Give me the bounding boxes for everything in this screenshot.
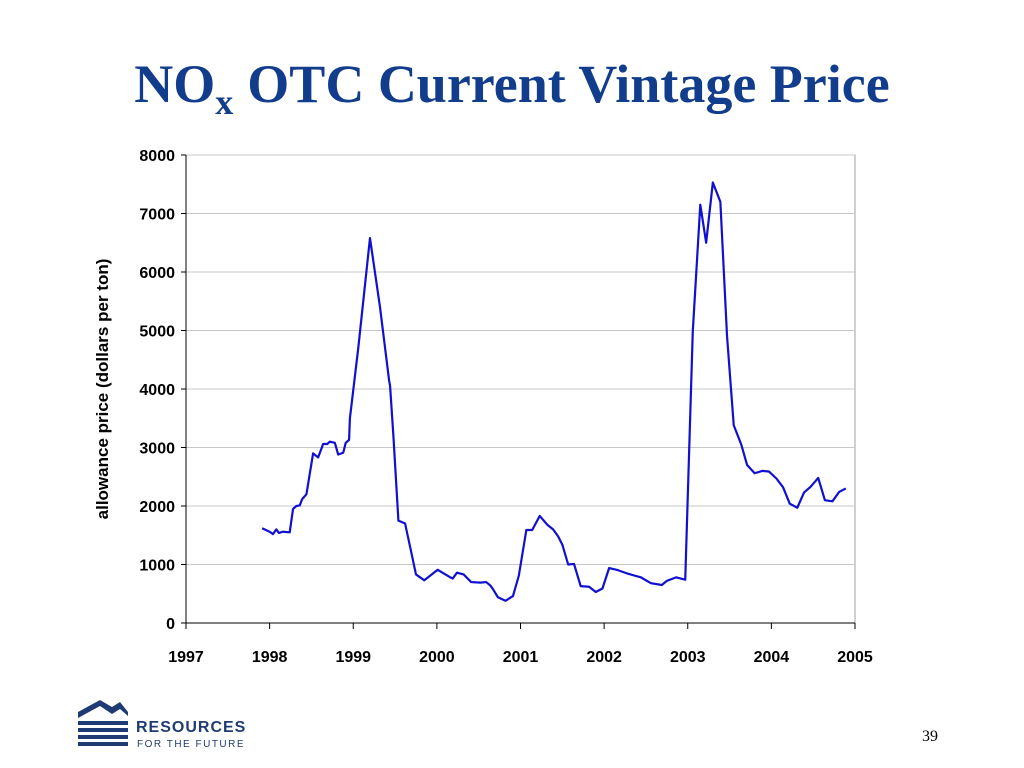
x-tick-label: 2003	[670, 649, 706, 666]
x-tick-label: 2000	[419, 649, 455, 666]
logo-text: RESOURCES	[136, 719, 246, 736]
plot-area: 0 1000 2000 3000 4000 5000 6000 7000 8000 1997 199…	[139, 148, 872, 666]
page-number: 39	[922, 728, 938, 745]
y-tick-label: 7000	[139, 207, 175, 224]
title-part: OTC Current Vintage Price	[247, 54, 889, 114]
y-tick-label: 1000	[139, 558, 175, 575]
x-tick-label: 2005	[837, 649, 873, 666]
y-tick-label: 4000	[139, 382, 175, 399]
y-axis-label: allowance price (dollars per ton)	[93, 259, 112, 520]
y-tick-label: 5000	[139, 324, 175, 341]
x-tick-label: 2002	[586, 649, 622, 666]
logo-stripe	[78, 742, 128, 746]
x-tick-label: 2004	[754, 649, 790, 666]
chart-title: NOx OTC Current Vintage Price	[134, 54, 889, 122]
logo-subtext: FOR THE FUTURE	[137, 739, 245, 750]
logo-stripe	[78, 735, 128, 739]
y-tick-label: 6000	[139, 265, 175, 282]
logo: RESOURCES FOR THE FUTURE	[78, 700, 246, 750]
y-tick-label: 2000	[139, 499, 175, 516]
title-subscript: x	[215, 82, 233, 122]
logo-mountain	[78, 700, 128, 718]
y-tick-label: 8000	[139, 148, 175, 165]
x-tick-label: 1998	[252, 649, 288, 666]
y-tick-label: 0	[166, 616, 175, 633]
title-part: NO	[134, 54, 215, 114]
x-tick-label: 1997	[168, 649, 204, 666]
y-tick-label: 3000	[139, 441, 175, 458]
logo-stripe	[78, 721, 128, 725]
price-line	[261, 181, 847, 602]
x-tick-label: 2001	[503, 649, 539, 666]
logo-stripe	[78, 728, 128, 732]
x-tick-label: 1999	[335, 649, 371, 666]
